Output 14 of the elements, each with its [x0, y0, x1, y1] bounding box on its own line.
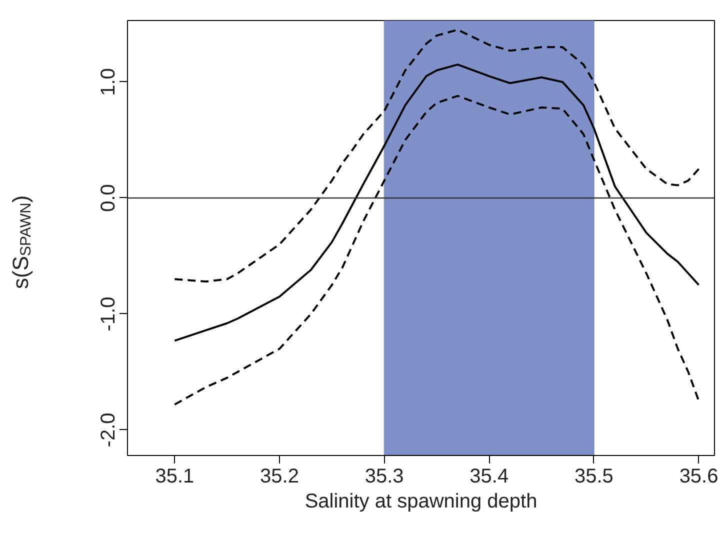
line-series	[174, 94, 700, 406]
x-tick-label: 35.6	[679, 466, 718, 488]
y-tick-label: -2.0	[98, 412, 120, 448]
x-tick-label: 35.1	[155, 466, 194, 488]
x-tick-label: 35.5	[574, 466, 614, 488]
x-tick-label: 35.4	[470, 466, 509, 488]
x-tick-label: 35.3	[364, 466, 404, 488]
y-tick-label: 0.0	[98, 184, 120, 212]
line-series	[174, 64, 700, 342]
y-tick-label: 1.0	[98, 68, 120, 96]
x-tick-label: 35.2	[260, 466, 299, 488]
x-axis-title: Salinity at spawning depth	[304, 490, 538, 512]
line-series	[174, 28, 700, 282]
y-tick-label: -1.0	[98, 296, 120, 332]
